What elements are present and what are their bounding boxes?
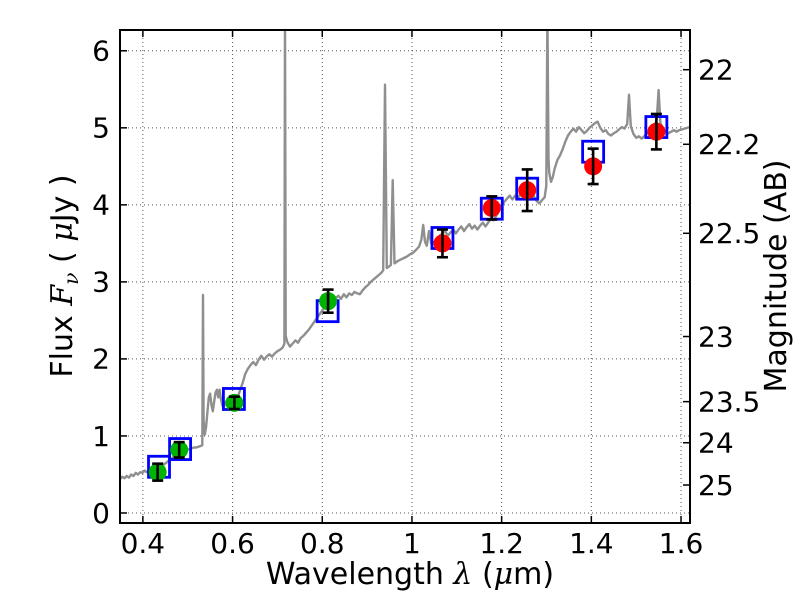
left-y-axis-label: Flux Fν ( μJy ) bbox=[45, 174, 83, 377]
model-spectrum-line bbox=[120, 30, 690, 480]
x-axis-tick-label: 1.2 bbox=[479, 527, 524, 560]
right-axis-tick-label: 22 bbox=[698, 54, 734, 87]
x-axis-tick-label: 0.8 bbox=[300, 527, 345, 560]
right-axis-tick-label: 22.2 bbox=[698, 128, 760, 161]
left-axis-tick-label: 3 bbox=[92, 266, 110, 299]
right-axis-tick-label: 25 bbox=[698, 469, 734, 502]
axes-frame bbox=[119, 29, 691, 524]
error-bar bbox=[436, 228, 448, 259]
error-bar bbox=[521, 168, 533, 213]
error-bar bbox=[650, 112, 662, 151]
error-bar bbox=[486, 195, 498, 221]
observed-optical-photometry-group bbox=[148, 288, 338, 482]
ticks-group bbox=[120, 30, 690, 523]
left-axis-tick-label: 2 bbox=[92, 343, 110, 376]
right-axis-tick-label: 24 bbox=[698, 427, 734, 460]
grid-group bbox=[120, 30, 690, 523]
left-axis-tick-label: 1 bbox=[92, 420, 110, 453]
x-axis-tick-label: 0.4 bbox=[121, 527, 166, 560]
left-axis-tick-label: 6 bbox=[92, 35, 110, 68]
error-bar bbox=[173, 440, 185, 459]
error-bar bbox=[152, 462, 164, 482]
right-axis-tick-label: 23 bbox=[698, 320, 734, 353]
data-group bbox=[120, 30, 690, 482]
error-bar bbox=[322, 288, 334, 315]
error-bar bbox=[587, 147, 599, 186]
x-axis-tick-label: 1.6 bbox=[659, 527, 704, 560]
right-y-axis-label: Magnitude (AB) bbox=[759, 160, 794, 393]
left-axis-tick-label: 4 bbox=[92, 189, 110, 222]
x-axis-tick-label: 1 bbox=[403, 527, 421, 560]
left-axis-tick-label: 5 bbox=[92, 112, 110, 145]
right-axis-tick-label: 22.5 bbox=[698, 217, 760, 250]
model-photometry-square bbox=[168, 437, 192, 461]
x-axis-tick-label: 1.4 bbox=[569, 527, 614, 560]
right-axis-tick-label: 23.5 bbox=[698, 385, 760, 418]
left-axis-tick-label: 0 bbox=[92, 497, 110, 530]
x-axis-label: Wavelength λ (μm) bbox=[266, 557, 554, 592]
error-bar bbox=[228, 395, 240, 411]
observed-infrared-photometry-group bbox=[433, 112, 666, 259]
x-axis-tick-label: 0.6 bbox=[210, 527, 255, 560]
